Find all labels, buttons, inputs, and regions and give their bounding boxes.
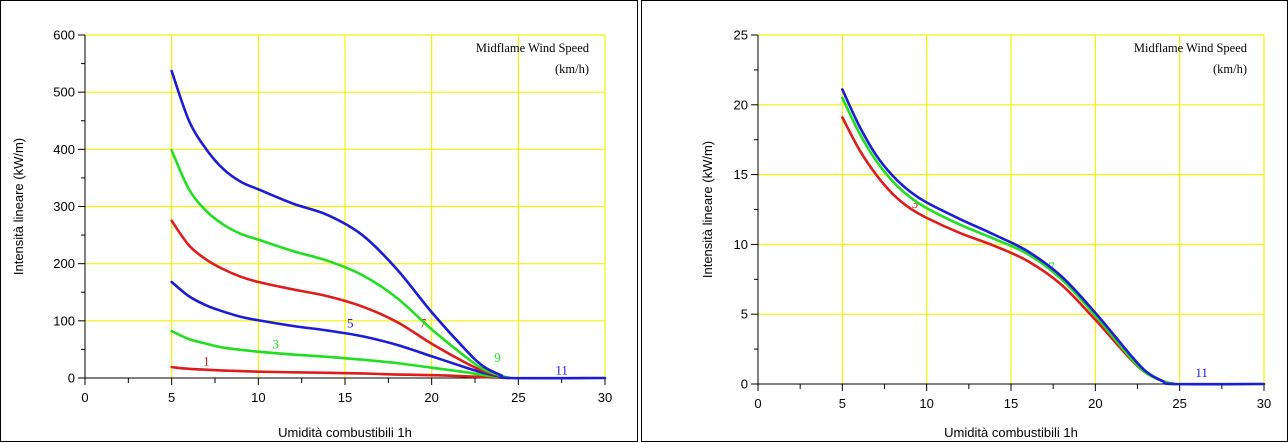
- c0-series-line-9: [170, 149, 511, 380]
- c0-x-tick-label: 30: [598, 390, 612, 405]
- c1-series-label-7: 7: [1048, 259, 1055, 274]
- c0-series-label-1: 1: [203, 353, 210, 368]
- c0-x-tick-label: 10: [251, 390, 265, 405]
- c1-series-line-7: [841, 96, 1176, 386]
- c0-x-tick-label: 20: [424, 390, 438, 405]
- c0-series-line-5: [170, 280, 511, 380]
- c1-x-tick-label: 25: [1172, 396, 1186, 411]
- c0-legend-title: Midflame Wind Speed: [476, 41, 590, 55]
- c1-y-tick-label: 5: [741, 307, 748, 322]
- c1-x-tick-label: 0: [754, 396, 761, 411]
- c0-x-tick-label: 15: [338, 390, 352, 405]
- c0-series-label-11: 11: [555, 363, 568, 378]
- c1-x-tick-label: 10: [919, 396, 933, 411]
- c1-y-tick-label: 25: [734, 28, 748, 43]
- c0-y-tick-label: 500: [53, 85, 75, 100]
- c0-series-label-3: 3: [272, 336, 279, 351]
- c0-y-axis-label: Intensità lineare (kW/m): [11, 138, 26, 275]
- c1-x-axis-label: Umidità combustibili 1h: [944, 425, 1078, 440]
- c0-legend-units: (km/h): [555, 62, 589, 76]
- c1-series-line-11: [841, 88, 1266, 386]
- c0-series-label-5: 5: [347, 316, 354, 331]
- c0-series-line-1: [170, 365, 511, 380]
- c1-y-tick-label: 0: [741, 377, 748, 392]
- c1-series-label-3: 3: [912, 196, 919, 211]
- c1-y-tick-label: 20: [734, 97, 748, 112]
- intensity-chart-right: 0 5 10 15 20 25 30 0 5 10 15 20 25 Umidità combustibi…: [700, 28, 1271, 441]
- c0-y-tick-label: 200: [53, 256, 75, 271]
- c0-series-label-9: 9: [494, 350, 501, 365]
- c1-x-tick-label: 15: [1004, 396, 1018, 411]
- chart-panel-right: 0 5 10 15 20 25 30 0 5 10 15 20 25 Umidità combustibi…: [641, 0, 1288, 442]
- c0-y-tick-label: 0: [68, 371, 75, 386]
- c1-x-tick-label: 5: [839, 396, 846, 411]
- c0-series-line-3: [170, 329, 511, 380]
- c0-x-tick-label: 25: [511, 390, 525, 405]
- c1-legend-title: Midflame Wind Speed: [1134, 41, 1248, 55]
- c1-legend-units: (km/h): [1213, 62, 1247, 76]
- c0-y-tick-label: 600: [53, 28, 75, 43]
- c0-x-tick-label: 0: [81, 390, 88, 405]
- c0-x-axis-label: Umidità combustibili 1h: [278, 425, 412, 440]
- c1-y-tick-label: 15: [734, 167, 748, 182]
- c1-series-line-3: [841, 116, 1176, 386]
- c1-x-tick-label: 20: [1088, 396, 1102, 411]
- chart-panel-left: 0 5 10 15 20 25 30 0 100 200 300 400 500 600 Umidità c…: [0, 0, 638, 442]
- c0-series-line-11: [170, 69, 607, 380]
- c1-series-label-11: 11: [1195, 365, 1208, 380]
- c0-x-tick-label: 5: [168, 390, 175, 405]
- c0-y-tick-label: 300: [53, 199, 75, 214]
- c0-y-tick-label: 100: [53, 313, 75, 328]
- c1-y-tick-label: 10: [734, 237, 748, 252]
- c0-y-tick-label: 400: [53, 142, 75, 157]
- c1-x-tick-label: 30: [1257, 396, 1271, 411]
- c1-y-axis-label: Intensità lineare (kW/m): [700, 141, 715, 278]
- c0-series-line-7: [170, 219, 511, 380]
